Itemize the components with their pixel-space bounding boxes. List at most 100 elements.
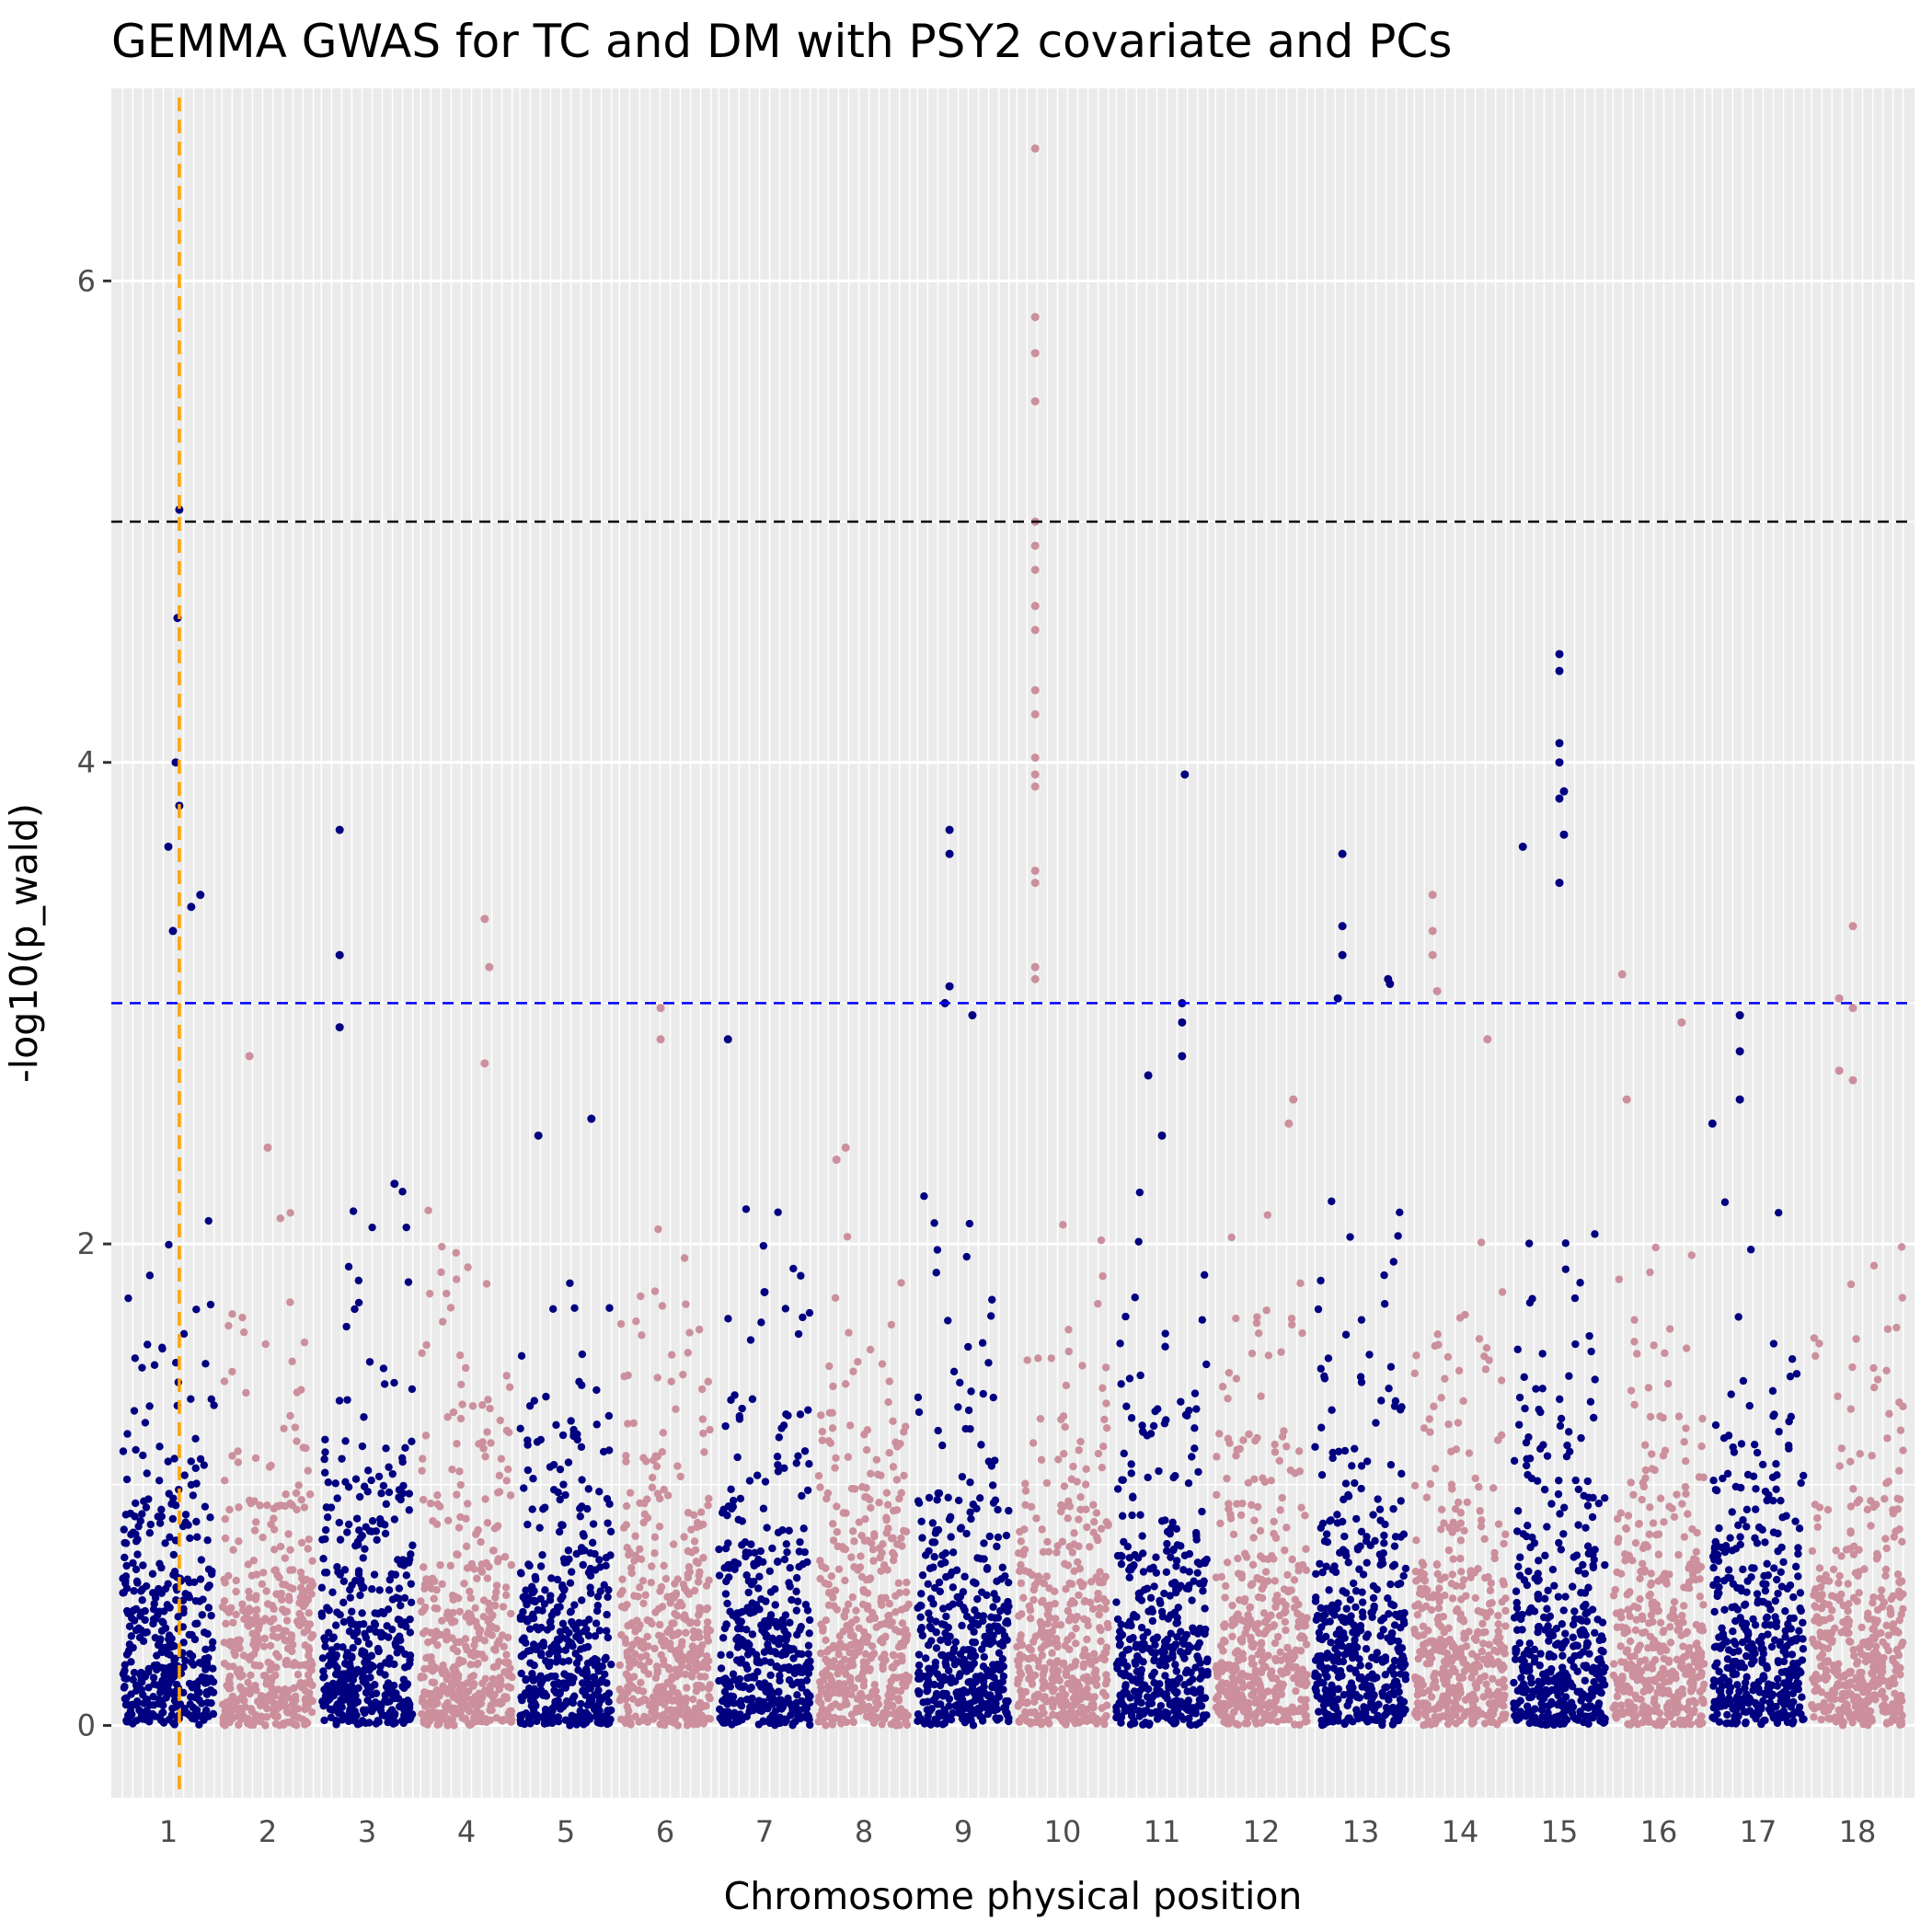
snp-point [151,1712,159,1720]
snp-point [542,1392,550,1401]
snp-point [722,1577,730,1586]
snp-point [586,1685,595,1693]
snp-point [272,1663,281,1672]
snp-point [578,1476,586,1484]
snp-point [942,1612,950,1621]
chart-title: GEMMA GWAS for TC and DM with PSY2 covar… [111,15,1452,68]
snp-point [888,1618,896,1627]
snp-point [191,1464,200,1473]
snp-point [793,1691,801,1699]
snp-point [798,1684,806,1692]
snp-point [583,1504,592,1513]
snp-point [1150,1668,1158,1677]
snp-point [1102,1399,1110,1408]
snp-point [130,1587,138,1595]
snp-point [994,1533,1003,1542]
snp-point [257,1701,265,1710]
snp-point [322,1503,331,1512]
snp-point [379,1481,388,1490]
snp-point [1172,1667,1181,1675]
snp-point [960,1655,969,1664]
snp-point [1166,1592,1174,1600]
snp-point [1162,1689,1171,1698]
snp-point [523,1441,532,1449]
snp-point [1177,1697,1185,1706]
snp-point [520,1650,528,1659]
snp-point [1161,1639,1170,1649]
snp-point [697,1385,707,1394]
snp-point [305,1688,314,1697]
snp-point [672,1706,681,1714]
snp-point [264,1658,272,1667]
snp-point [825,1409,834,1417]
snp-point [423,1720,431,1729]
snp-point [530,1643,539,1651]
snp-point [149,1605,158,1614]
snp-point [336,1535,345,1544]
snp-point [284,1593,293,1601]
snp-point [882,1489,891,1497]
snp-point [845,1421,855,1430]
snp-point [1094,1535,1102,1545]
snp-point [1092,1714,1100,1723]
snp-point [987,1462,996,1470]
snp-point [405,1489,414,1498]
snp-point [220,1659,229,1668]
snp-point [1152,1553,1160,1561]
snp-point [168,1514,178,1524]
snp-point [1172,1689,1180,1697]
snp-point [321,1535,329,1544]
snp-point [287,1631,296,1639]
snp-point [252,1570,261,1579]
snp-point [124,1718,132,1726]
snp-point [993,1542,1001,1551]
snp-point [721,1421,730,1431]
snp-point [928,1519,937,1527]
snp-point [667,1696,676,1704]
snp-point [484,1617,493,1626]
snp-point [140,1497,148,1505]
snp-point [945,1666,953,1675]
snp-point [872,1697,880,1706]
snp-point [417,1597,425,1605]
snp-point [269,1710,278,1719]
snp-point [781,1611,790,1619]
snp-point [327,1693,335,1701]
snp-point [648,1473,657,1482]
snp-point [889,1663,898,1672]
snp-point [983,1591,991,1600]
snp-point [938,1720,947,1729]
snp-point [334,1568,342,1576]
snp-point [488,1631,496,1639]
snp-point [894,1579,903,1587]
snp-point [721,1590,730,1598]
snp-point [1137,1596,1146,1604]
snp-point [1163,1539,1171,1548]
snp-point [529,1610,537,1618]
snp-point [840,1613,849,1621]
snp-point [244,1621,252,1629]
snp-point [669,1540,678,1548]
snp-point [188,1630,196,1639]
snp-point [324,1478,333,1487]
snp-point [944,1317,952,1325]
snp-point [1013,1642,1021,1651]
snp-point [176,1700,185,1708]
snp-point [1120,1449,1128,1458]
snp-point [642,1457,650,1466]
snp-point [760,1679,769,1687]
snp-point [1057,1701,1065,1709]
snp-point [155,1443,164,1451]
snp-point [878,1360,887,1368]
snp-point [1087,1660,1096,1669]
snp-point [209,1709,218,1719]
snp-point [801,1601,811,1609]
snp-point [743,1664,752,1673]
snp-point [522,1674,530,1684]
snp-point [426,1691,434,1699]
snp-point [335,1397,344,1405]
snp-point [796,1626,804,1634]
snp-point [671,1609,679,1618]
snp-point [543,1626,552,1634]
